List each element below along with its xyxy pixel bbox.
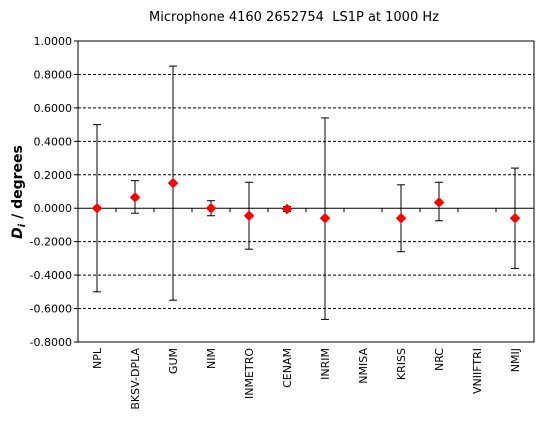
- x-tick-label: NIM: [205, 348, 218, 369]
- y-tick-label: 0.8000: [34, 68, 73, 81]
- y-tick-label: -0.2000: [30, 236, 72, 249]
- x-tick-label: NPL: [91, 347, 104, 369]
- data-point: [319, 212, 331, 224]
- x-tick-label: VNIIFTRI: [471, 348, 484, 394]
- data-point: [281, 203, 293, 215]
- y-tick-label: -0.8000: [30, 336, 72, 349]
- y-axis-label: Di / degrees: [10, 145, 28, 239]
- data-point: [433, 197, 445, 208]
- error-bars: [93, 65, 519, 320]
- y-axis: 1.0000 0.8000 0.6000 0.4000 0.2000 0.0000 -0.2…: [30, 35, 78, 349]
- data-point: [167, 177, 179, 189]
- gridlines: [78, 73, 534, 310]
- y-axis-label-subscript: i: [17, 223, 28, 227]
- x-tick-label: NMISA: [357, 348, 370, 384]
- x-tick-label: INMETRO: [243, 348, 256, 399]
- y-tick-label: 0.0000: [34, 202, 73, 215]
- x-axis: NPL BKSV-DPLA GUM NIM INMETRO CENAM INRIM NMISA…: [77, 208, 535, 410]
- data-point: [395, 212, 407, 224]
- y-axis-label-unit: / degrees: [10, 145, 26, 224]
- y-tick-label: 0.4000: [34, 135, 73, 148]
- data-points: [91, 177, 521, 224]
- y-axis-label-symbol: D: [10, 227, 26, 239]
- x-tick-label: NMIJ: [509, 348, 522, 372]
- data-point: [243, 210, 255, 222]
- y-tick-label: 0.2000: [34, 169, 73, 182]
- data-point: [91, 202, 103, 214]
- plot-area: [77, 40, 535, 343]
- x-tick-label: NRC: [433, 348, 446, 371]
- data-point: [509, 212, 521, 224]
- chart-title: Microphone 4160 2652754 LS1P at 1000 Hz: [149, 10, 439, 25]
- y-tick-label: -0.4000: [30, 269, 72, 282]
- x-tick-label: CENAM: [281, 348, 294, 388]
- x-tick-label: INRIM: [319, 348, 332, 380]
- x-tick-label: KRISS: [395, 348, 408, 380]
- y-tick-label: -0.6000: [30, 303, 72, 316]
- data-point: [129, 191, 141, 203]
- x-tick-label: GUM: [167, 348, 180, 374]
- y-tick-label: 1.0000: [34, 35, 73, 48]
- x-tick-label: BKSV-DPLA: [129, 348, 142, 410]
- data-point: [205, 202, 217, 214]
- y-tick-label: 0.6000: [34, 102, 73, 115]
